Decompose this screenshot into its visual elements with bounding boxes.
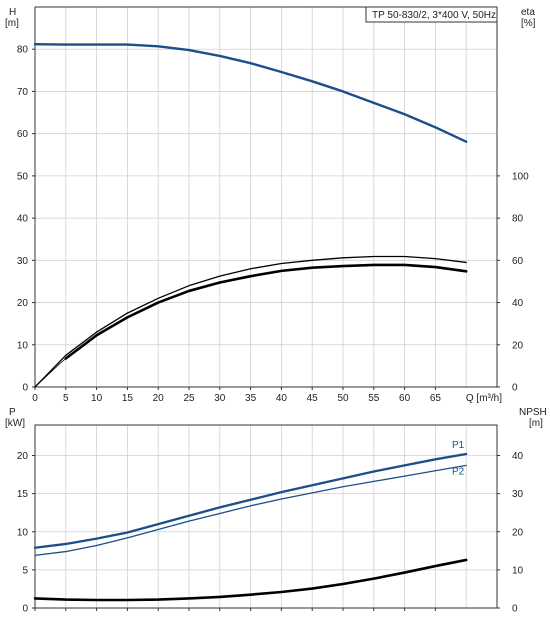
left-tick-label: 0 xyxy=(22,383,28,394)
upper-series-1-line xyxy=(34,255,467,388)
right-tick-label: 0 xyxy=(512,383,518,394)
left-axis-unit: [m] xyxy=(5,18,19,29)
lower-series-2-line xyxy=(33,558,468,602)
left-tick-label: 15 xyxy=(17,489,29,500)
x-tick-label: 50 xyxy=(337,393,349,404)
lower-panel xyxy=(32,424,500,611)
right-tick-label: 100 xyxy=(512,171,529,182)
right-tick-label: 20 xyxy=(512,340,524,351)
x-tick-label: 25 xyxy=(183,393,195,404)
left-tick-label: 40 xyxy=(17,214,29,225)
x-tick-label: 40 xyxy=(276,393,288,404)
upper-series-0-line xyxy=(33,42,468,143)
x-tick-label: 35 xyxy=(245,393,257,404)
x-tick-label: 65 xyxy=(430,393,442,404)
right-tick-label: 0 xyxy=(512,604,518,615)
x-tick-label: 45 xyxy=(307,393,319,404)
right-tick-label: 40 xyxy=(512,298,524,309)
left-tick-label: 10 xyxy=(17,340,29,351)
upper-panel xyxy=(32,6,500,390)
left-axis-title: P xyxy=(9,407,16,418)
series-label-p1: P1 xyxy=(452,440,465,451)
upper-series-3-line xyxy=(34,358,67,388)
right-axis-title: NPSH xyxy=(519,407,547,418)
series-label-p2: P2 xyxy=(452,466,465,477)
legend-text: TP 50-830/2, 3*400 V, 50Hz xyxy=(372,10,496,21)
x-tick-label: 5 xyxy=(63,393,69,404)
left-tick-label: 20 xyxy=(17,298,29,309)
right-tick-label: 20 xyxy=(512,527,524,538)
right-tick-label: 60 xyxy=(512,256,524,267)
x-tick-label: 10 xyxy=(91,393,103,404)
left-tick-label: 70 xyxy=(17,87,29,98)
right-tick-label: 80 xyxy=(512,214,524,225)
x-tick-label: 60 xyxy=(399,393,411,404)
left-axis-unit: [kW] xyxy=(5,418,25,429)
left-tick-label: 50 xyxy=(17,171,29,182)
left-tick-label: 0 xyxy=(22,604,28,615)
plot-frame xyxy=(34,6,498,388)
x-axis-label: Q [m³/h] xyxy=(466,393,502,404)
right-axis-unit: [m] xyxy=(529,418,543,429)
legend-box xyxy=(365,6,498,23)
left-tick-label: 20 xyxy=(17,451,29,462)
left-tick-label: 5 xyxy=(22,565,28,576)
right-axis-unit: [%] xyxy=(521,18,536,29)
right-tick-label: 30 xyxy=(512,489,524,500)
x-tick-label: 15 xyxy=(122,393,134,404)
x-tick-label: 0 xyxy=(32,393,38,404)
upper-series-2-line xyxy=(64,263,468,360)
lower-series-p1-line xyxy=(33,452,468,549)
lower-series-p2-line xyxy=(34,464,467,557)
right-tick-label: 10 xyxy=(512,565,524,576)
left-tick-label: 80 xyxy=(17,45,29,56)
left-tick-label: 60 xyxy=(17,129,29,140)
left-axis-title: H xyxy=(9,7,16,18)
x-tick-label: 20 xyxy=(153,393,165,404)
left-tick-label: 10 xyxy=(17,527,29,538)
x-tick-label: 55 xyxy=(368,393,380,404)
right-axis-title: eta xyxy=(521,7,535,18)
left-tick-label: 30 xyxy=(17,256,29,267)
right-tick-label: 40 xyxy=(512,451,524,462)
plot-frame xyxy=(34,424,498,609)
x-tick-label: 30 xyxy=(214,393,226,404)
